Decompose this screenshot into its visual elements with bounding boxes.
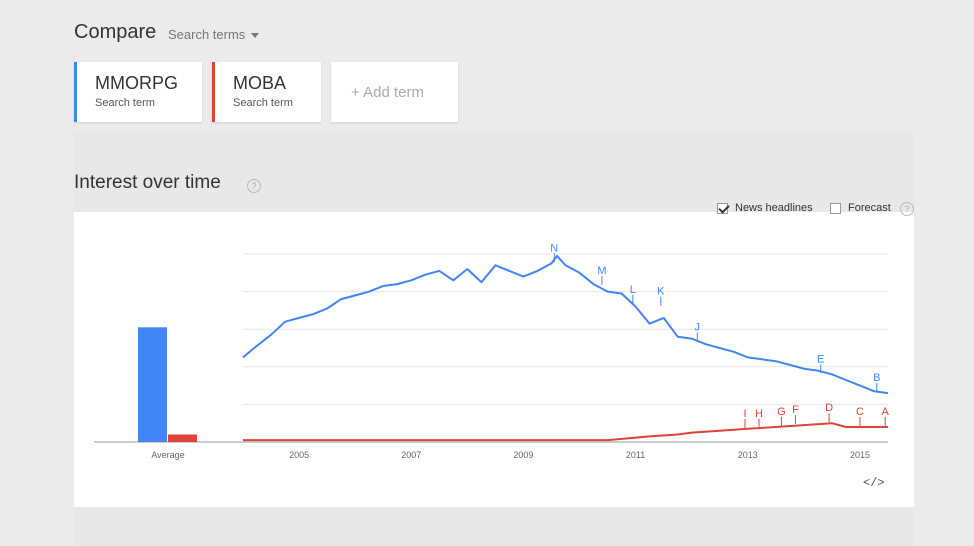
chart-panel [74,212,914,507]
term-card-mmorpg[interactable]: MMORPG Search term [74,62,202,122]
annotation-label: J [695,321,701,333]
x-tick-label: 2011 [626,450,645,460]
search-terms-dropdown[interactable]: Search terms [168,27,260,42]
embed-icon[interactable]: </> [863,476,885,490]
annotation-label: E [817,353,824,365]
x-tick-label: 2007 [401,450,421,460]
annotation-label: L [630,284,636,296]
chevron-down-icon [251,33,260,39]
forecast-label: Forecast [848,202,891,214]
annotation-label: I [743,408,746,420]
news-headlines-checkbox[interactable] [717,202,728,214]
term-card-moba[interactable]: MOBA Search term [212,62,321,122]
series-line-mmorpg [242,254,889,395]
term-type: Search term [233,97,293,109]
average-bar-mmorpg [138,327,167,442]
annotation-label: F [792,404,799,416]
annotation-label: D [825,402,833,414]
term-name: MMORPG [95,73,178,93]
average-label: Average [151,450,184,460]
help-icon[interactable]: ? [247,179,261,193]
term-name: MOBA [233,73,287,93]
add-term-label: + Add term [351,84,424,101]
news-headlines-label: News headlines [735,202,813,214]
annotation-label: G [777,406,786,418]
news-headlines-toggle[interactable]: News headlines [717,202,813,214]
x-tick-label: 2005 [289,450,309,460]
annotation-label: A [882,406,890,418]
average-bar-moba [168,434,197,442]
annotation-label: K [657,286,665,298]
annotation-label: B [873,372,880,384]
add-term-button[interactable]: + Add term [331,62,458,122]
forecast-toggle[interactable]: Forecast [830,202,891,214]
compare-title: Compare [74,21,157,43]
annotation-label: N [550,242,558,254]
section-title: Interest over time [74,172,221,193]
search-terms-label: Search terms [168,27,246,42]
annotation-label: C [856,406,864,418]
annotation-label: H [755,408,763,420]
forecast-help-icon[interactable]: ? [900,202,914,216]
series-line-moba [243,422,888,442]
annotation-label: M [597,265,606,277]
x-tick-label: 2015 [850,450,870,460]
term-type: Search term [95,97,155,109]
interest-chart: Average 2005 2007 2009 2011 2013 2015 N M L K J E B I H… [94,242,890,460]
x-tick-label: 2009 [513,450,533,460]
x-tick-label: 2013 [738,450,758,460]
forecast-checkbox[interactable] [830,202,841,214]
